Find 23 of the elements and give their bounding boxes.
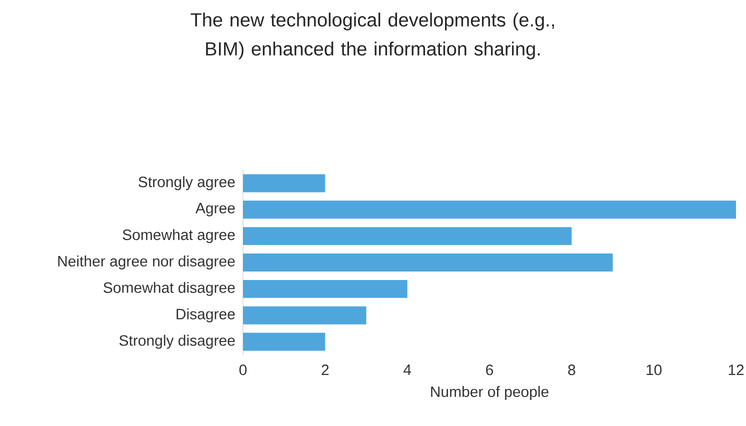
y-tick-label: Disagree	[176, 308, 235, 322]
x-tick-label: 12	[728, 364, 744, 376]
bar	[243, 280, 408, 298]
x-tick-label: 0	[239, 364, 247, 376]
y-tick-label: Strongly agree	[138, 176, 235, 190]
y-tick-label: Strongly disagree	[119, 334, 235, 349]
x-tick-label: 8	[568, 364, 576, 376]
y-tick-label: Somewhat disagree	[104, 282, 235, 296]
x-tick-label: 4	[404, 364, 412, 375]
chart-title: The new technological developments (e.g., BIM) enhanced the information sharing.	[190, 12, 554, 60]
bar	[243, 254, 613, 272]
x-tick-label: 2	[322, 364, 329, 376]
y-tick-label: Agree	[195, 202, 235, 216]
x-axis-title: Number of people	[431, 386, 548, 400]
bar	[243, 227, 572, 246]
bar	[243, 332, 326, 351]
y-tick-label: Somewhat agree	[122, 229, 235, 244]
y-tick-label: Neither agree nor disagree	[58, 256, 235, 270]
x-tick-label: 6	[486, 364, 494, 376]
bar	[243, 174, 326, 192]
bar	[243, 200, 736, 219]
bar	[243, 306, 366, 324]
x-tick-label: 10	[646, 364, 662, 376]
